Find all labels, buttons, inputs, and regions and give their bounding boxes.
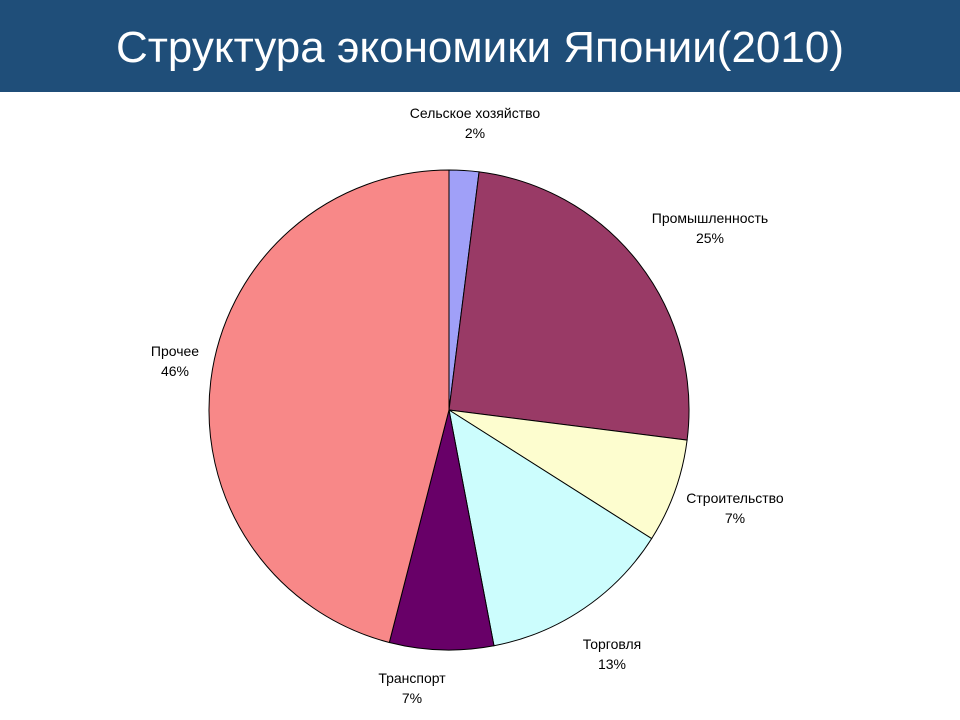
- pie-slice-transport: [388, 409, 495, 651]
- slide-title: Структура экономики Японии(2010): [116, 22, 844, 72]
- slice-label-industry: Промышленность: [652, 210, 768, 226]
- slice-label-construction: Строительство: [686, 490, 784, 506]
- pie-slice-construction: [448, 409, 688, 540]
- slice-value-construction: 7%: [725, 510, 745, 526]
- title-bar: [0, 0, 960, 95]
- slice-label-transport: Транспорт: [378, 670, 446, 686]
- slice-value-transport: 7%: [402, 690, 422, 706]
- slice-label-other: Прочее: [151, 343, 199, 359]
- pie-chart: Сельское хозяйство 2% Промышленность 25% Стр…: [151, 105, 784, 706]
- pie-slice-other: [208, 169, 450, 644]
- slice-value-agriculture: 2%: [465, 125, 485, 141]
- slice-value-other: 46%: [161, 363, 189, 379]
- pie-slice-trade: [448, 408, 653, 647]
- pie-slice-industry: [448, 171, 690, 441]
- slice-value-trade: 13%: [598, 656, 626, 672]
- slice-value-industry: 25%: [696, 230, 724, 246]
- slice-label-trade: Торговля: [583, 636, 641, 652]
- chart-area: Сельское хозяйство 2% Промышленность 25% Стр…: [0, 98, 960, 720]
- slice-label-agriculture: Сельское хозяйство: [410, 105, 541, 121]
